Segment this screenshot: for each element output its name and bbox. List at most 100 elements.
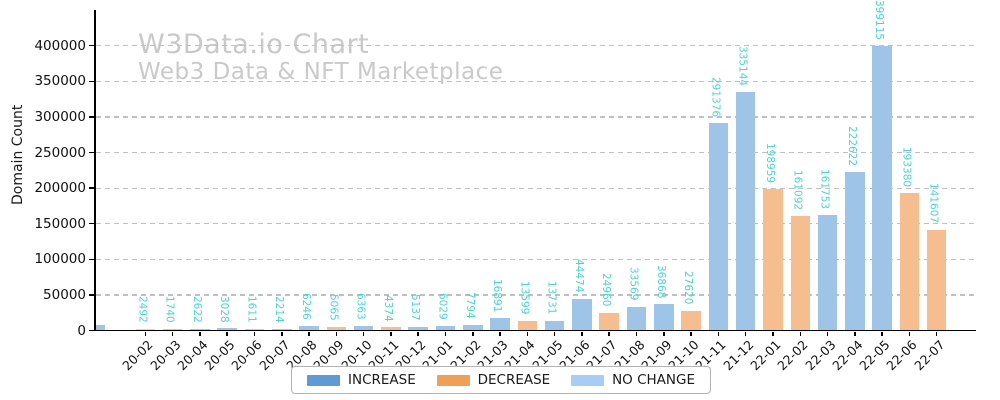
legend-label: DECREASE	[477, 372, 551, 388]
x-tick-mark	[935, 331, 938, 336]
x-tick-mark	[417, 331, 419, 336]
x-tick-mark	[390, 331, 392, 336]
bar-20-05	[217, 328, 237, 331]
legend-item-no_change: NO CHANGE	[571, 372, 695, 388]
x-tick-mark	[472, 331, 474, 336]
bar-clipped-edge	[96, 325, 105, 331]
bar-21-08	[626, 306, 647, 331]
y-tick-label: 400000	[34, 37, 86, 54]
bar-21-11	[708, 123, 729, 331]
gridline	[95, 223, 976, 225]
y-tick-mark	[89, 187, 94, 189]
bar-20-04	[190, 328, 210, 331]
x-tick-mark	[308, 331, 310, 336]
legend-label: NO CHANGE	[612, 372, 695, 388]
x-tick-mark	[854, 331, 856, 336]
bar-22-01	[763, 188, 783, 331]
bar-value-label: 1740	[163, 296, 176, 324]
gridline	[95, 294, 976, 296]
bar-value-label: 2214	[272, 296, 285, 323]
x-tick-mark	[635, 331, 638, 336]
bar-value-label: 5065	[327, 294, 340, 321]
y-tick-label: 300000	[34, 108, 86, 125]
chart-subtitle: Web3 Data & NFT Marketplace	[138, 59, 504, 85]
x-tick-mark	[253, 331, 256, 336]
bar-21-05	[544, 320, 565, 331]
bar-value-label: 6363	[354, 293, 367, 320]
x-tick-mark	[608, 331, 610, 336]
gridline	[95, 187, 976, 189]
x-tick-mark	[226, 331, 228, 336]
bar-20-08	[299, 326, 319, 331]
bar-21-04	[517, 320, 538, 331]
gridline	[95, 258, 976, 260]
bar-value-label: 1611	[245, 296, 258, 324]
bar-22-05	[872, 46, 892, 331]
bar-value-label: 36868	[654, 264, 667, 299]
legend: INCREASE DECREASE NO CHANGE	[291, 366, 711, 394]
bar-21-02	[463, 324, 483, 331]
bar-value-label: 193380	[900, 146, 913, 187]
y-tick-mark	[89, 222, 94, 225]
bar-value-label: 161092	[791, 169, 804, 210]
bar-22-04	[845, 171, 865, 331]
x-tick-mark	[908, 331, 911, 336]
bar-value-label: 13599	[518, 281, 531, 315]
y-tick-mark	[89, 44, 94, 47]
bar-value-label: 44474	[572, 259, 585, 293]
bar-value-label: 291376	[709, 76, 722, 117]
gridline	[95, 151, 976, 154]
bar-value-label: 7794	[463, 292, 476, 319]
x-tick-mark	[499, 331, 501, 336]
x-tick-mark	[362, 331, 365, 336]
legend-item-decrease: DECREASE	[436, 372, 551, 388]
bar-value-label: 6029	[436, 293, 449, 321]
legend-label: INCREASE	[348, 372, 416, 388]
bar-value-label: 399115	[873, 0, 886, 41]
bar-21-09	[654, 304, 674, 331]
legend-swatch-increase	[307, 374, 340, 386]
bar-20-12	[408, 326, 428, 331]
x-tick-mark	[199, 331, 201, 336]
bar-value-label: 222622	[845, 125, 858, 166]
bar-value-label: 161753	[818, 169, 831, 210]
y-tick-mark	[89, 116, 94, 118]
x-tick-mark	[444, 331, 447, 336]
x-tick-mark	[335, 331, 338, 336]
gridline	[95, 45, 976, 47]
chart-title: W3Data.io Chart	[138, 29, 370, 60]
bar-21-01	[435, 326, 456, 331]
bar-value-label: 24960	[600, 273, 613, 307]
legend-swatch-no_change	[571, 374, 605, 386]
y-tick-label: 250000	[34, 144, 86, 161]
bar-value-label: 2622	[190, 295, 203, 323]
x-tick-mark	[690, 331, 692, 336]
y-tick-mark	[89, 294, 94, 296]
bar-21-06	[572, 298, 592, 331]
bar-20-11	[381, 327, 401, 331]
y-tick-label: 100000	[34, 251, 86, 268]
legend-item-increase: INCREASE	[307, 372, 416, 388]
x-tick-mark	[772, 331, 774, 336]
bar-value-label: 5137	[409, 294, 422, 321]
legend-swatch-decrease	[436, 374, 470, 386]
bar-21-03	[490, 318, 510, 331]
gridline	[95, 80, 976, 82]
bar-22-02	[790, 215, 810, 331]
y-tick-mark	[89, 258, 94, 261]
bar-21-07	[599, 312, 619, 331]
x-tick-mark	[281, 331, 283, 336]
x-tick-mark	[581, 331, 583, 336]
bar-22-06	[899, 192, 920, 331]
bar-value-label: 16891	[491, 278, 504, 313]
gridline	[95, 116, 976, 118]
x-tick-mark	[744, 331, 747, 336]
bar-value-label: 6246	[300, 293, 313, 320]
y-axis-spine	[94, 10, 96, 331]
bar-value-label: 335144	[736, 45, 749, 86]
bar-22-03	[817, 215, 838, 331]
bar-20-09	[326, 326, 347, 331]
x-tick-mark	[799, 331, 801, 336]
bar-value-label: 198959	[763, 142, 776, 183]
